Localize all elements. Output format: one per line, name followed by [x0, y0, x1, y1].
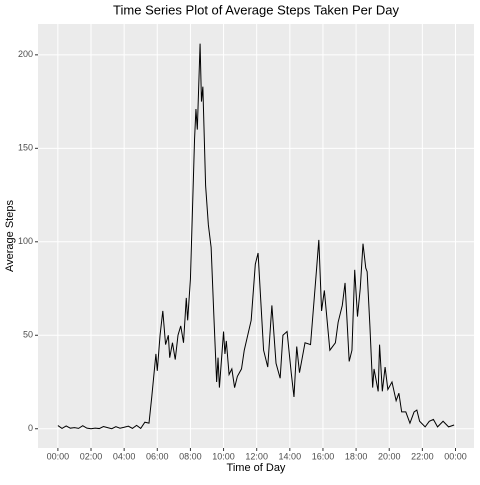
- y-axis-label: Average Steps: [4, 200, 16, 272]
- chart-title: Time Series Plot of Average Steps Taken …: [113, 2, 399, 17]
- x-tick-label: 14:00: [279, 451, 302, 461]
- y-tick-label: 0: [28, 423, 33, 433]
- y-tick-label: 150: [18, 143, 33, 153]
- x-tick-label: 08:00: [179, 451, 202, 461]
- x-tick-label: 16:00: [312, 451, 335, 461]
- x-tick-label: 18:00: [345, 451, 368, 461]
- x-tick-label: 00:00: [47, 451, 70, 461]
- y-tick-label: 50: [23, 330, 33, 340]
- x-tick-label: 22:00: [411, 451, 434, 461]
- y-tick-label: 100: [18, 236, 33, 246]
- panel: [38, 24, 474, 448]
- y-tick-label: 200: [18, 49, 33, 59]
- x-tick-label: 10:00: [212, 451, 235, 461]
- x-tick-label: 00:00: [444, 451, 467, 461]
- x-tick-label: 04:00: [113, 451, 136, 461]
- x-tick-label: 02:00: [80, 451, 103, 461]
- line: [57, 43, 455, 430]
- x-tick-label: 20:00: [378, 451, 401, 461]
- x-tick-label: 06:00: [146, 451, 169, 461]
- x-tick-label: 12:00: [245, 451, 268, 461]
- x-axis-label: Time of Day: [227, 462, 286, 474]
